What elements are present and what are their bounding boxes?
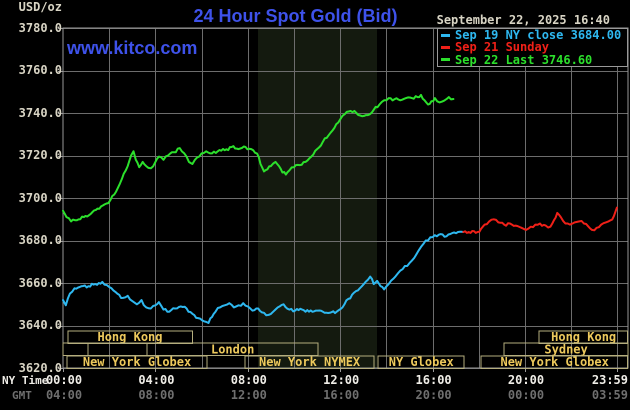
legend-dash-icon	[441, 33, 450, 37]
x-tick-gmt-label: 03:59	[591, 388, 628, 402]
y-tick-label: 3680.0	[18, 233, 62, 247]
session-label: New York Globex	[83, 355, 191, 369]
kitco-watermark-link[interactable]: www.kitco.com	[67, 38, 198, 58]
datetime-label: September 22, 2025 16:40	[436, 13, 610, 27]
legend-item-label: Sep 21 Sunday	[455, 40, 549, 55]
y-tick-label: 3780.0	[18, 20, 62, 35]
y-tick-label: 3760.0	[18, 63, 62, 77]
legend-dash-icon	[441, 58, 450, 62]
legend-item: Sep 21 Sunday	[438, 41, 627, 53]
session-label: London	[211, 343, 254, 357]
x-tick-gmt-label: 12:00	[230, 388, 267, 402]
session-box	[87, 342, 148, 356]
price-line-sep-19-ny-close	[62, 230, 465, 324]
x-tick-ny-label: 08:00	[230, 373, 267, 387]
session-label: NY Globex	[389, 355, 454, 369]
session-box	[146, 342, 319, 356]
legend-item-label: Sep 22 Last 3746.60	[455, 52, 593, 67]
session-label: Sydney	[544, 343, 587, 357]
x-tick-ny-label: 04:00	[138, 373, 175, 387]
y-tick-label: 3740.0	[18, 105, 62, 120]
units-label: USD/oz	[18, 0, 62, 14]
y-tick-label: 3640.0	[18, 318, 62, 332]
x-tick-ny-label: 20:00	[507, 373, 545, 387]
legend-dash-icon	[441, 45, 450, 49]
price-line-sep-21-sunday	[462, 206, 618, 234]
x-tick-ny-label: 12:00	[323, 373, 360, 387]
session-box	[62, 342, 89, 356]
legend-box: Sep 19 NY close 3684.00 Sep 21 Sunday Sep …	[437, 28, 628, 67]
x-tick-gmt-label: 20:00	[415, 388, 452, 402]
page-title: 24 Hour Spot Gold (Bid)	[193, 6, 398, 26]
session-label: New York Globex	[500, 355, 608, 369]
legend-item: Sep 19 NY close 3684.00	[438, 29, 627, 41]
session-label: Hong Kong	[97, 330, 162, 344]
session-label: Hong Kong	[551, 330, 616, 344]
y-tick-label: 3660.0	[18, 275, 62, 290]
x-tick-gmt-label: 16:00	[323, 388, 360, 402]
x-tick-ny-label: 00:00	[45, 373, 83, 387]
session-box	[244, 355, 375, 369]
x-tick-gmt-label: 00:00	[507, 388, 545, 402]
ny-time-axis-label: NY Time	[2, 374, 49, 387]
x-tick-gmt-label: 08:00	[138, 388, 175, 402]
y-tick-label: 3700.0	[18, 190, 62, 205]
gmt-axis-label: GMT	[12, 389, 32, 402]
y-tick-label: 3720.0	[18, 148, 62, 162]
session-box	[480, 355, 629, 369]
price-line-sep-22-last	[62, 93, 455, 223]
x-tick-ny-label: 23:59	[591, 373, 628, 387]
x-tick-gmt-label: 04:00	[45, 388, 83, 402]
session-box	[66, 355, 208, 369]
legend-item-label: Sep 19 NY close 3684.00	[455, 28, 622, 43]
y-tick-label: 3620.0	[18, 360, 62, 375]
legend-item: Sep 22 Last 3746.60	[438, 54, 627, 66]
session-box	[377, 355, 465, 369]
session-label: New York NYMEX	[259, 355, 361, 369]
x-tick-ny-label: 16:00	[415, 373, 452, 387]
